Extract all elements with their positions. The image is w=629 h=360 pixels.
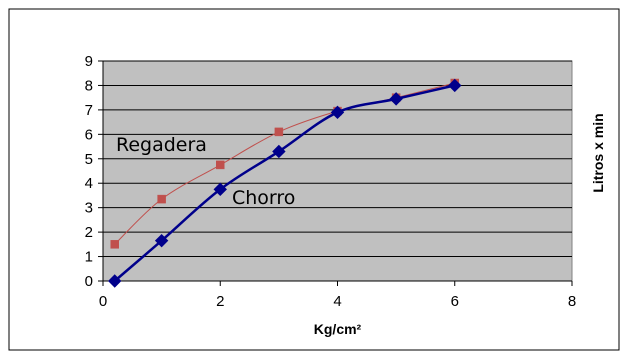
- point-chorro-0: [108, 274, 122, 288]
- point-chorro-2: [213, 182, 227, 197]
- y-tick-label-6: 6: [85, 126, 93, 143]
- point-chorro-3: [272, 144, 286, 159]
- point-regadera-1: [157, 194, 166, 204]
- series-group: [108, 78, 462, 288]
- x-tick-label-4: 4: [333, 293, 341, 310]
- y-tick-label-0: 0: [85, 273, 93, 290]
- x-axis-title: Kg/cm²: [314, 321, 362, 337]
- y-axis-title: Litros x min: [590, 113, 606, 192]
- annotations: Regadera Chorro: [116, 134, 295, 209]
- y-tick-label-5: 5: [85, 151, 93, 168]
- x-tick-label-6: 6: [451, 293, 459, 310]
- plot-background: [102, 60, 573, 282]
- point-chorro-4: [330, 105, 345, 120]
- point-regadera-3: [274, 127, 284, 137]
- point-chorro-5: [389, 92, 403, 106]
- point-regadera-2: [216, 160, 225, 170]
- x-tick-label-0: 0: [99, 293, 107, 310]
- point-chorro-6: [448, 78, 462, 93]
- point-regadera-0: [110, 240, 119, 249]
- y-tick-label-9: 9: [85, 53, 93, 70]
- x-tick-label-8: 8: [568, 293, 576, 310]
- y-tick-label-4: 4: [85, 175, 93, 192]
- point-chorro-1: [154, 233, 169, 248]
- annotation-chorro: Chorro: [232, 187, 295, 209]
- axes: 0 1 2 3 4 5 6 7 8 9 0 2 4 6 8: [85, 53, 577, 310]
- annotation-regadera: Regadera: [116, 134, 207, 156]
- y-tick-label-8: 8: [85, 77, 93, 94]
- x-tick-label-2: 2: [216, 293, 224, 310]
- y-tick-label-2: 2: [85, 224, 93, 241]
- y-tick-label-1: 1: [85, 249, 93, 266]
- y-tick-label-7: 7: [85, 102, 93, 119]
- y-tick-label-3: 3: [85, 200, 93, 217]
